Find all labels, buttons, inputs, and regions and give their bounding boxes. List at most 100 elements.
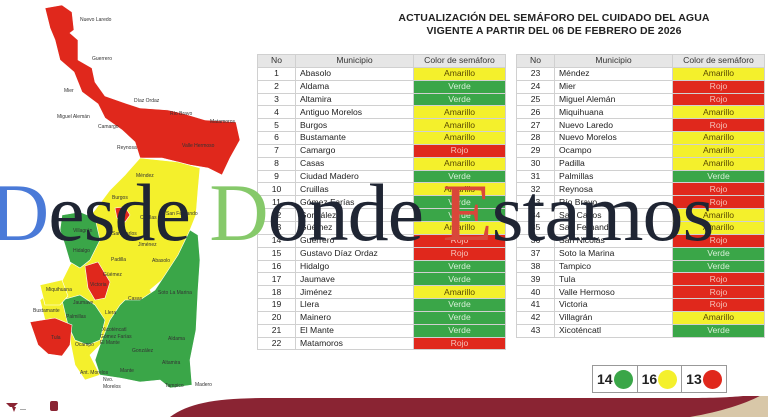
table-row: 18 Jiménez Amarillo [257,285,506,300]
summary-rojo: 13 [682,366,726,392]
row-color-status: Amarillo [413,105,506,120]
row-color-status: Amarillo [672,220,765,235]
row-municipio: Nuevo Morelos [554,131,673,145]
row-municipio: Jiménez [295,285,414,300]
row-no: 16 [257,259,296,274]
semaforo-table-left: No Municipio Color de semáforo 1 Abasolo A… [257,54,506,351]
row-color-status: Rojo [672,285,765,300]
summary-counts: 14 16 13 [592,365,727,393]
row-municipio: Mainero [295,310,414,325]
title-line-2: VIGENTE A PARTIR DEL 06 DE FEBRERO DE 20… [426,25,682,37]
header-municipio: Municipio [554,54,673,68]
row-color-status: Rojo [672,92,765,107]
row-no: 24 [516,79,555,94]
summary-amarillo-count: 16 [641,371,658,387]
map-label: Gómez Farías [100,334,132,340]
row-color-status: Verde [413,298,506,312]
row-no: 38 [516,259,555,274]
summary-verde: 14 [593,366,638,392]
watermark-letter-2: D [209,167,268,258]
table-row: 12 González Verde [257,208,506,222]
table-header-row: No Municipio Color de semáforo [516,54,765,68]
row-no: 3 [257,92,296,107]
map-label: Nuevo Laredo [80,17,112,23]
map-shapes [29,4,241,389]
row-municipio: Miguel Alemán [554,92,673,107]
summary-verde-count: 14 [597,371,613,387]
map-label: Cruillas [140,215,157,221]
row-color-status: Amarillo [413,156,506,171]
row-no: 23 [516,66,555,81]
row-no: 29 [516,143,555,158]
row-municipio: Jaumave [295,272,414,287]
table-row: 33 Río Bravo Rojo [516,195,765,210]
map-label: González [132,348,154,354]
map-region-tula-red [29,317,73,357]
map-region-north-red [44,4,241,176]
table-row: 39 Tula Rojo [516,272,765,287]
header-color: Color de semáforo [672,54,765,68]
map-label: Palmillas [66,314,87,320]
row-color-status: Amarillo [672,143,765,158]
row-municipio: Tula [554,272,673,287]
row-color-status: Verde [672,169,765,184]
watermark-letter-3: E [442,167,493,258]
map-label: Casas [128,296,143,302]
row-no: 28 [516,131,555,145]
row-municipio: Tampico [554,259,673,274]
secretaria-logo-icon [50,401,58,411]
map-label: Madero [195,382,212,388]
table-row: 2 Aldama Verde [257,79,506,94]
tamaulipas-map: Nuevo Laredo Guerrero Mier Díaz Ordaz Miguel… [0,0,250,390]
row-municipio: Victoria [554,298,673,312]
table-row: 40 Valle Hermoso Rojo [516,285,765,300]
row-no: 42 [516,310,555,325]
row-color-status: Rojo [672,118,765,133]
row-color-status: Amarillo [672,156,765,171]
row-municipio: Bustamante [295,131,414,145]
table-row: 28 Nuevo Morelos Amarillo [516,131,765,145]
row-municipio: Nuevo Laredo [554,118,673,133]
summary-rojo-count: 13 [686,371,702,387]
row-no: 5 [257,118,296,133]
row-color-status: Amarillo [672,66,765,81]
row-no: 20 [257,310,296,325]
row-municipio: El Mante [295,323,414,338]
government-logo-icon [6,403,26,412]
map-label: Llera [105,310,117,316]
table-row: 17 Jaumave Verde [257,272,506,287]
map-label: Hidalgo [73,248,90,254]
row-color-status: Verde [413,272,506,287]
table-row: 19 Llera Verde [257,298,506,312]
map-label: Güémez [103,272,122,278]
map-label: Valle Hermoso [182,143,215,149]
map-label: Ocampo [75,342,94,348]
row-color-status: Amarillo [672,310,765,325]
header-no: No [516,54,555,68]
map-label: Miquihuana [46,287,72,293]
row-municipio: Ocampo [554,143,673,158]
map-label: Abasolo [152,258,171,264]
table-row: 7 Camargo Rojo [257,143,506,158]
row-color-status: Verde [413,79,506,94]
row-no: 43 [516,323,555,338]
row-color-status: Rojo [413,336,506,351]
table-body-right: 23 Méndez Amarillo 24 Mier Rojo 25 Miguel Alemá… [516,66,765,338]
row-municipio: Abasolo [295,66,414,81]
table-row: 8 Casas Amarillo [257,156,506,171]
row-no: 41 [516,298,555,312]
map-label: Nvo. [103,377,114,383]
row-municipio: Matamoros [295,336,414,351]
row-color-status: Rojo [672,79,765,94]
row-color-status: Amarillo [413,66,506,81]
row-color-status: Rojo [413,233,506,248]
table-row: 16 Hidalgo Verde [257,259,506,274]
map-label: Burgos [112,195,128,201]
map-label: Camargo [98,124,119,130]
summary-amarillo: 16 [638,366,683,392]
map-label: Villagrán [73,228,93,234]
row-municipio: Xicoténcatl [554,323,673,338]
map-label: Guerrero [92,56,113,62]
map-label: San Fernando [166,211,198,217]
row-color-status: Verde [672,323,765,338]
